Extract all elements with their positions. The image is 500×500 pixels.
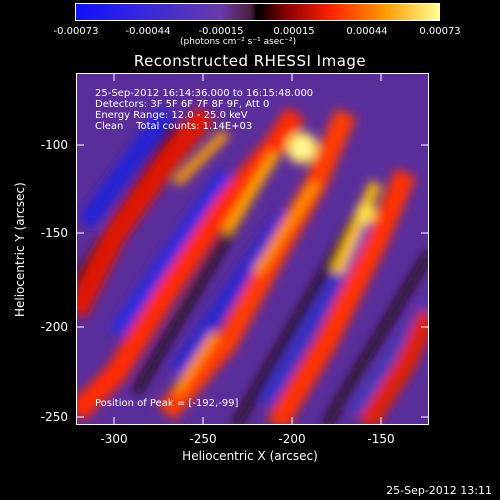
image-title: Reconstructed RHESSI Image [133, 52, 367, 70]
y-axis-label: Heliocentric Y (arcsec) [13, 182, 27, 317]
info-detectors: Detectors: 3F 5F 6F 7F 8F 9F, Att 0 [95, 99, 270, 110]
colorbar-tick: -0.00015 [198, 26, 244, 37]
x-tick: -300 [100, 432, 128, 446]
info-clean: Clean Total counts: 1.14E+03 [95, 121, 253, 132]
colorbar-tick: 0.00073 [419, 26, 461, 37]
y-tick: -150 [40, 226, 68, 240]
x-axis-label: Heliocentric X (arcsec) [182, 449, 318, 463]
colorbar-tick: 0.00015 [273, 26, 315, 37]
y-tick: -250 [40, 410, 68, 424]
colorbar-tick: 0.00044 [346, 26, 388, 37]
timestamp: 25-Sep-2012 13:11 [386, 484, 492, 497]
colorbar-units: (photons cm⁻² s⁻¹ asec⁻²) [180, 37, 297, 47]
x-tick: -200 [278, 432, 306, 446]
x-tick: -250 [189, 432, 217, 446]
info-energy: Energy Range: 12.0 - 25.0 keV [95, 110, 248, 121]
y-tick: -200 [40, 320, 68, 334]
x-tick: -150 [367, 432, 395, 446]
colorbar-tick: -0.00073 [53, 26, 99, 37]
colorbar-tick: -0.00044 [125, 26, 171, 37]
y-tick: -100 [40, 138, 68, 152]
peak-position: Position of Peak = [-192,-99] [95, 398, 239, 409]
info-time: 25-Sep-2012 16:14:36.000 to 16:15:48.000 [95, 88, 314, 99]
rhessi-image [76, 73, 429, 425]
colorbar [75, 3, 440, 21]
